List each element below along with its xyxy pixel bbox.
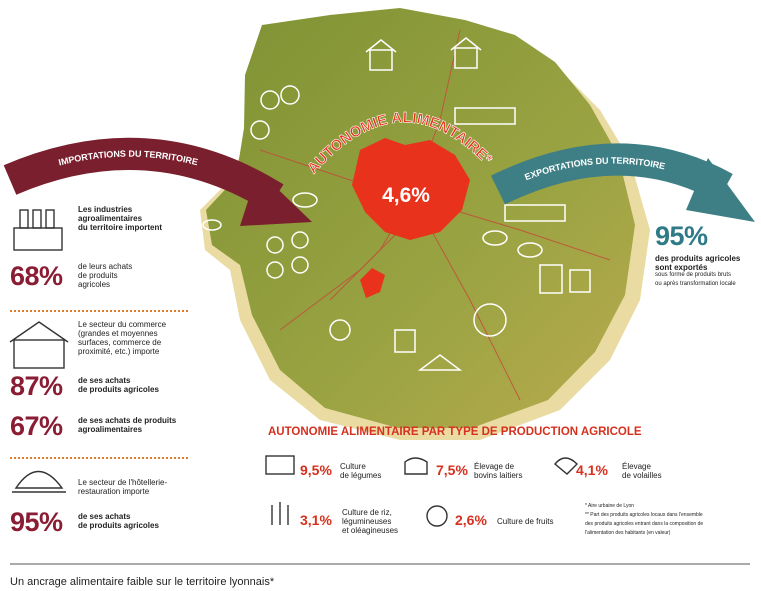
production-label-line: Culture xyxy=(340,462,366,471)
import-arrow xyxy=(3,137,284,212)
import-text: Les industries agroalimentaires du territo… xyxy=(78,205,162,232)
import-value: 67% xyxy=(10,411,63,441)
import-arrow-head xyxy=(240,170,312,226)
import-detail-line: de produits agricoles xyxy=(78,521,159,530)
import-text-line: Le secteur du commerce xyxy=(78,320,167,329)
import-detail-line: de produits xyxy=(78,271,118,280)
export-note-line: ou après transformation locale xyxy=(655,281,736,287)
production-label-line: légumineuses xyxy=(342,516,392,526)
production-label-line: Culture de fruits xyxy=(497,516,554,526)
import-text-line: proximité, etc.) importe xyxy=(78,347,160,356)
production-label-line: bovins laitiers xyxy=(474,471,523,480)
production-value: 9,5% xyxy=(300,462,332,478)
import-value: 68% xyxy=(10,261,63,291)
export-text-line: sont exportés xyxy=(655,263,708,272)
production-label-line: Élevage de xyxy=(474,462,515,471)
production-label-line: de légumes xyxy=(340,471,382,480)
production-label-line: Élevage xyxy=(622,462,651,471)
import-detail-line: de ses achats xyxy=(78,512,131,521)
import-detail: de ses achats de produits agricoles xyxy=(78,376,159,394)
import-detail: de ses achats de produits agroalimentaire… xyxy=(78,416,176,434)
import-value: 87% xyxy=(10,371,63,401)
import-detail-line: de produits agricoles xyxy=(78,385,159,394)
export-text: des produits agricoles sont exportés xyxy=(655,254,740,272)
production-label-line: Culture de riz, xyxy=(342,507,392,517)
production-value: 4,1% xyxy=(576,462,608,478)
import-detail-line: de ses achats de produits xyxy=(78,416,177,425)
map-value: 4,6% xyxy=(382,184,430,207)
import-detail: de ses achats de produits agricoles xyxy=(78,512,159,530)
import-text-line: agroalimentaires xyxy=(78,214,143,223)
import-text-line: du territoire importent xyxy=(78,223,163,232)
export-note-line: sous forme de produits bruts xyxy=(655,272,732,278)
import-detail-line: agricoles xyxy=(78,280,111,289)
import-value: 95% xyxy=(10,507,63,537)
production-label: Culture de riz, légumineuses et oléagineus… xyxy=(342,508,398,535)
sector-icons xyxy=(9,209,578,527)
notes-line: * Aire urbaine de Lyon xyxy=(585,503,635,509)
import-text-line: restauration importe xyxy=(78,487,150,496)
production-title: AUTONOMIE ALIMENTAIRE PAR TYPE DE PRODUC… xyxy=(268,426,642,438)
import-text-line: surfaces, commerce de xyxy=(78,338,162,347)
production-label: Culture de fruits xyxy=(497,517,553,526)
production-label-line: de volailles xyxy=(622,471,662,480)
separator xyxy=(10,310,188,312)
production-value: 7,5% xyxy=(436,462,468,478)
import-text-line: (grandes et moyennes xyxy=(78,329,158,338)
export-text-line: des produits agricoles xyxy=(655,254,741,263)
import-text: Le secteur de l'hôtellerie-restauration … xyxy=(78,478,167,496)
import-text-line: Le secteur de l'hôtellerie- xyxy=(78,478,168,487)
production-label-line: et oléagineuses xyxy=(342,525,399,535)
notes-line: des produits agricoles entrant dans la c… xyxy=(585,521,704,527)
export-arrow-head xyxy=(686,158,755,222)
import-text-line: Les industries xyxy=(78,205,133,214)
notes-line: l'alimentation des habitants (en valeur) xyxy=(585,530,671,536)
notes-line: ** Part des produits agricoles locaux da… xyxy=(585,512,703,518)
metropole-part xyxy=(360,268,385,298)
production-label: Élevage de volailles xyxy=(622,462,662,480)
export-note: sous forme de produits bruts ou après tra… xyxy=(655,272,736,290)
production-label: Culture de légumes xyxy=(340,462,381,480)
import-text: Le secteur du commerce (grandes et moyenn… xyxy=(78,320,166,356)
import-detail-line: de leurs achats xyxy=(78,262,133,271)
metropole xyxy=(352,138,470,240)
production-label: Élevage de bovins laitiers xyxy=(474,462,522,480)
separator xyxy=(10,457,188,459)
export-value: 95% xyxy=(655,221,708,251)
production-value: 3,1% xyxy=(300,512,332,528)
import-detail-line: agroalimentaires xyxy=(78,425,143,434)
import-detail: de leurs achats de produits agricoles xyxy=(78,262,132,289)
notes: * Aire urbaine de Lyon ** Part des produi… xyxy=(585,503,703,539)
production-value: 2,6% xyxy=(455,512,487,528)
icons xyxy=(202,37,591,371)
export-arrow xyxy=(490,143,733,205)
import-detail-line: de ses achats xyxy=(78,376,131,385)
caption: Un ancrage alimentaire faible sur le ter… xyxy=(10,576,275,588)
